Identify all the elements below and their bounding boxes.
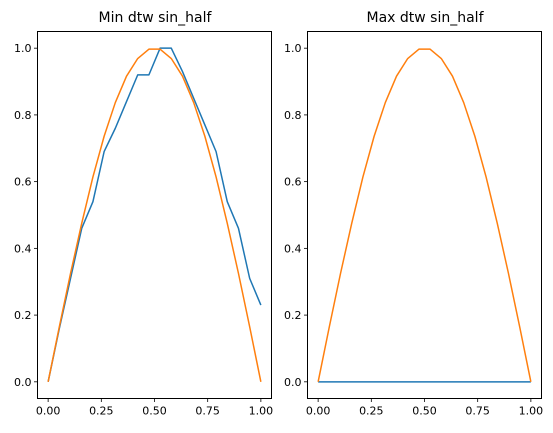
y-tick-label: 0.4 <box>14 242 32 255</box>
y-tick-label: 0.2 <box>14 309 32 322</box>
x-tick-label: 0.75 <box>195 405 220 418</box>
y-tick-label: 0.8 <box>14 109 32 122</box>
x-tick-label: 0.00 <box>306 405 331 418</box>
subplot-title: Min dtw sin_half <box>99 10 213 26</box>
x-tick-label: 1.00 <box>249 405 274 418</box>
y-tick-label: 1.0 <box>284 42 302 55</box>
y-tick-label: 0.8 <box>284 109 302 122</box>
y-tick-label: 0.0 <box>284 376 302 389</box>
y-tick-label: 0.2 <box>284 309 302 322</box>
y-tick-label: 0.6 <box>14 176 32 189</box>
subplot-title: Max dtw sin_half <box>367 10 485 26</box>
x-tick-label: 0.00 <box>36 405 61 418</box>
y-tick-label: 0.4 <box>284 242 302 255</box>
x-tick-label: 1.00 <box>519 405 544 418</box>
x-tick-label: 0.50 <box>142 405 167 418</box>
x-tick-label: 0.25 <box>89 405 114 418</box>
x-tick-label: 0.25 <box>359 405 384 418</box>
x-tick-label: 0.75 <box>465 405 490 418</box>
x-tick-label: 0.50 <box>412 405 437 418</box>
y-tick-label: 0.0 <box>14 376 32 389</box>
y-tick-label: 1.0 <box>14 42 32 55</box>
y-tick-label: 0.6 <box>284 176 302 189</box>
